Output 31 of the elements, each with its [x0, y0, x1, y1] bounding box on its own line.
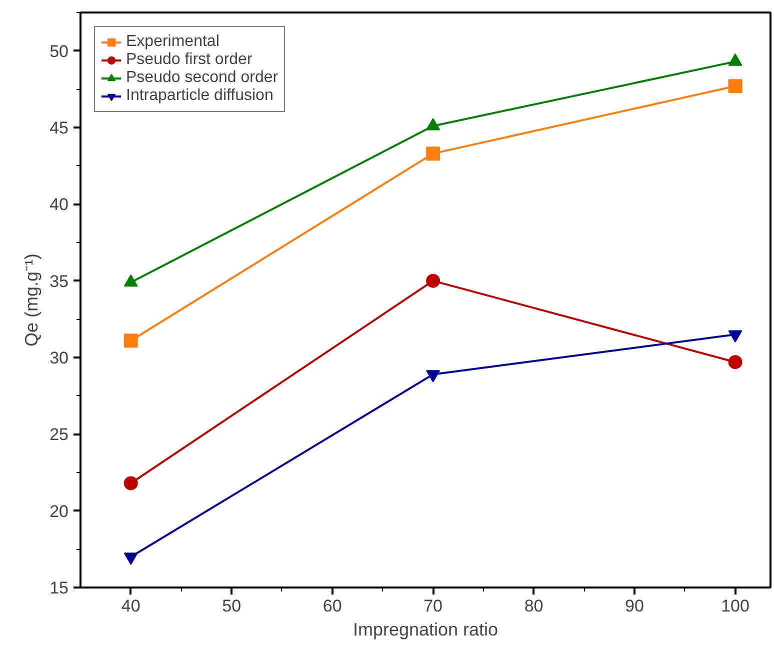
y-tick-label: 40: [50, 195, 69, 214]
point: [426, 274, 440, 288]
y-tick-label: 30: [50, 348, 69, 368]
x-axis-title: Impregnation ratio: [352, 620, 498, 640]
y-tick-label: 50: [50, 42, 69, 61]
y-tick-label: 20: [50, 502, 69, 521]
x-tick-label: 70: [424, 596, 443, 616]
point: [426, 370, 440, 382]
x-tick-label: 60: [322, 596, 342, 616]
x-tick-label: 40: [121, 596, 140, 616]
y-tick-label: 15: [50, 578, 69, 598]
point: [728, 54, 742, 66]
legend-label: Pseudo first order: [126, 51, 252, 69]
x-tick-label: 100: [721, 596, 750, 616]
legend-label: Intraparticle diffusion: [126, 87, 274, 105]
y-tick-label: 45: [50, 118, 69, 138]
x-tick-label: 80: [524, 596, 544, 616]
y-tick-label: 35: [50, 272, 69, 291]
legend-label: Pseudo second order: [126, 69, 278, 87]
point: [728, 355, 742, 370]
point: [124, 476, 138, 490]
point: [426, 146, 440, 161]
point: [124, 552, 138, 565]
x-tick-label: 90: [625, 596, 644, 616]
point: [124, 334, 138, 348]
y-axis-title: Qe (mg.g⁻¹): [22, 253, 42, 347]
y-tick-label: 25: [50, 425, 69, 444]
point: [426, 118, 440, 130]
legend-label: Experimental: [126, 33, 220, 51]
point: [728, 79, 742, 94]
x-tick-label: 50: [222, 596, 242, 616]
